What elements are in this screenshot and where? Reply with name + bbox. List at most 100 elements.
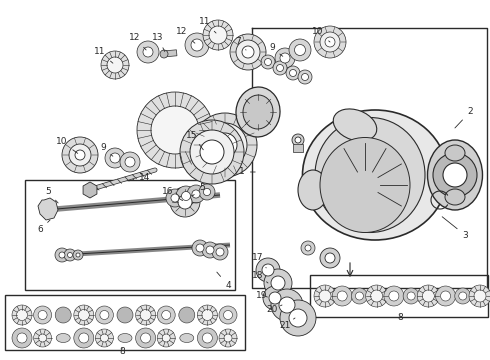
Text: 3: 3 (442, 217, 468, 239)
Circle shape (137, 92, 213, 168)
Circle shape (38, 310, 47, 320)
Circle shape (289, 39, 311, 61)
Circle shape (157, 329, 175, 347)
Circle shape (305, 245, 311, 251)
Circle shape (69, 144, 91, 166)
Circle shape (275, 48, 295, 68)
Circle shape (160, 50, 168, 58)
Circle shape (192, 240, 208, 256)
Ellipse shape (236, 87, 280, 137)
Text: 9: 9 (100, 144, 113, 156)
Circle shape (136, 328, 156, 348)
Circle shape (79, 333, 89, 343)
Text: 5: 5 (45, 188, 58, 203)
Circle shape (157, 306, 175, 324)
Circle shape (125, 157, 135, 167)
Text: 8: 8 (397, 314, 403, 323)
Circle shape (403, 288, 419, 304)
Text: 11: 11 (94, 48, 113, 63)
Circle shape (290, 69, 296, 77)
Circle shape (273, 61, 287, 75)
Circle shape (78, 310, 89, 320)
Circle shape (212, 244, 228, 260)
Polygon shape (83, 182, 97, 198)
Text: 16: 16 (162, 188, 183, 201)
Circle shape (242, 46, 254, 58)
Circle shape (76, 253, 80, 257)
Circle shape (75, 150, 85, 160)
Circle shape (203, 188, 211, 195)
Circle shape (185, 33, 209, 57)
Circle shape (193, 113, 257, 177)
Circle shape (137, 41, 159, 63)
Circle shape (180, 120, 244, 184)
Circle shape (12, 305, 32, 325)
Circle shape (179, 307, 195, 323)
Circle shape (120, 152, 140, 172)
Text: 6: 6 (37, 220, 50, 234)
Text: 10: 10 (56, 138, 78, 153)
Circle shape (34, 306, 51, 324)
Circle shape (325, 37, 335, 47)
Text: 18: 18 (252, 270, 268, 283)
Circle shape (289, 309, 307, 327)
Circle shape (55, 248, 69, 262)
Circle shape (117, 307, 133, 323)
Ellipse shape (302, 110, 447, 240)
Circle shape (187, 185, 205, 203)
Circle shape (100, 310, 109, 320)
Circle shape (219, 306, 237, 324)
Circle shape (271, 289, 303, 321)
Circle shape (279, 297, 295, 313)
Circle shape (325, 253, 335, 263)
Circle shape (370, 290, 383, 302)
Bar (163, 50, 177, 57)
Circle shape (202, 242, 218, 258)
Text: 12: 12 (176, 27, 195, 43)
Circle shape (62, 137, 98, 173)
Circle shape (219, 329, 237, 347)
Text: 1: 1 (239, 167, 255, 176)
Circle shape (441, 291, 451, 301)
Circle shape (216, 248, 224, 256)
Circle shape (271, 276, 285, 290)
Circle shape (68, 252, 73, 257)
Circle shape (143, 47, 153, 57)
Ellipse shape (320, 138, 410, 233)
Circle shape (141, 333, 150, 343)
Circle shape (191, 39, 203, 51)
Circle shape (96, 306, 113, 324)
Circle shape (200, 140, 224, 164)
Circle shape (74, 305, 94, 325)
Circle shape (256, 258, 280, 282)
Circle shape (178, 195, 192, 209)
Circle shape (12, 328, 32, 348)
Circle shape (292, 134, 304, 146)
Circle shape (34, 329, 51, 347)
Circle shape (389, 291, 399, 301)
Circle shape (166, 189, 184, 207)
Text: 8: 8 (119, 347, 125, 356)
Circle shape (162, 310, 171, 320)
Text: 17: 17 (252, 253, 266, 268)
Circle shape (209, 26, 227, 44)
Circle shape (320, 248, 340, 268)
Circle shape (203, 20, 233, 50)
Ellipse shape (333, 109, 377, 141)
Bar (293, 144, 303, 152)
Circle shape (202, 333, 212, 343)
Text: 10: 10 (312, 27, 330, 42)
Circle shape (151, 106, 199, 154)
Circle shape (384, 286, 404, 306)
Polygon shape (38, 198, 58, 220)
Circle shape (295, 137, 301, 143)
Circle shape (199, 184, 215, 200)
Text: 11: 11 (199, 18, 216, 33)
Circle shape (433, 153, 477, 197)
Circle shape (264, 269, 292, 297)
Circle shape (213, 133, 237, 157)
Text: 20: 20 (266, 305, 282, 315)
Circle shape (181, 192, 191, 201)
Circle shape (407, 292, 415, 300)
Circle shape (176, 186, 196, 206)
